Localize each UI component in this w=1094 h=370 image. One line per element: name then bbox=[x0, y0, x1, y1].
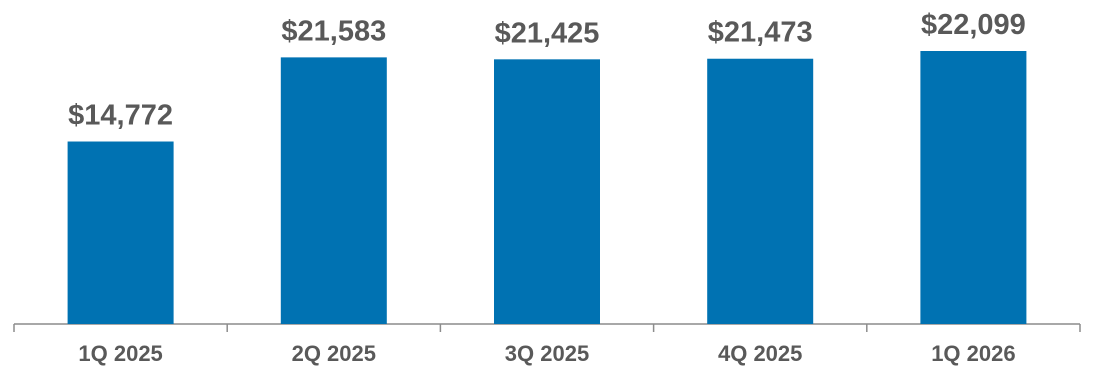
bar bbox=[67, 141, 174, 324]
bar-value-label: $14,772 bbox=[68, 100, 173, 132]
bar bbox=[280, 57, 387, 325]
x-tick-label: 1Q 2025 bbox=[78, 341, 162, 366]
x-tick-label: 4Q 2025 bbox=[718, 341, 802, 366]
bar bbox=[920, 51, 1027, 324]
bars bbox=[67, 51, 1027, 325]
bar bbox=[494, 59, 600, 324]
category-labels: 1Q 2025 2Q 2025 3Q 2025 4Q 2025 1Q 2026 bbox=[78, 341, 1015, 366]
bar-value-label: $22,099 bbox=[921, 9, 1026, 41]
bar-value-label: $21,583 bbox=[281, 15, 386, 47]
x-tick-label: 2Q 2025 bbox=[292, 341, 376, 366]
x-tick-label: 3Q 2025 bbox=[505, 341, 589, 366]
bar-value-label: $21,425 bbox=[495, 17, 600, 49]
x-tick-label: 1Q 2026 bbox=[931, 341, 1015, 366]
bar bbox=[707, 58, 814, 325]
x-axis-ticks bbox=[13, 324, 1081, 332]
value-labels: $14,772 $21,583 $21,425 $21,473 $22,099 bbox=[68, 9, 1026, 132]
bar-value-label: $21,473 bbox=[708, 17, 813, 49]
